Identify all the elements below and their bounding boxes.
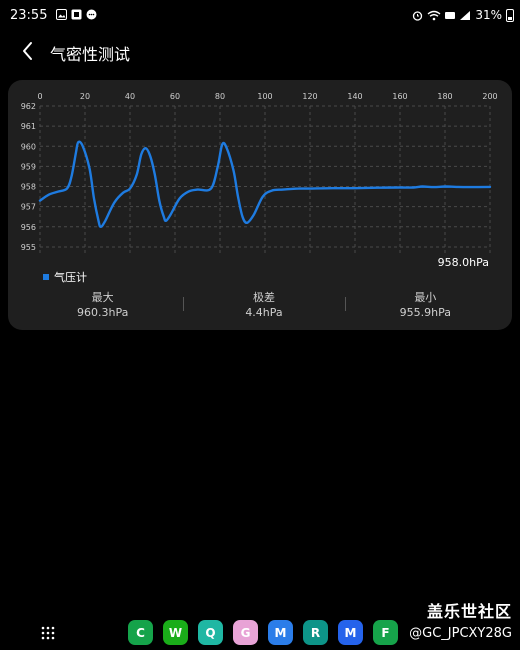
- x-tick-label: 140: [347, 92, 362, 101]
- game-app-icon[interactable]: G: [233, 620, 258, 645]
- status-right: 31%: [412, 8, 514, 22]
- stat-max: 最大 960.3hPa: [22, 290, 183, 324]
- header: 气密性测试: [0, 36, 520, 66]
- x-tick-label: 180: [437, 92, 452, 101]
- y-tick-label: 955: [21, 243, 36, 252]
- stat-min-value: 955.9hPa: [399, 306, 451, 319]
- status-time: 23:55: [10, 8, 48, 23]
- chevron-left-icon: [23, 42, 32, 60]
- legend-swatch: [43, 274, 49, 280]
- apps-grid-icon[interactable]: [41, 626, 55, 640]
- x-tick-label: 120: [302, 92, 317, 101]
- y-tick-label: 957: [21, 203, 36, 212]
- stat-min: 最小 955.9hPa: [344, 290, 506, 324]
- x-tick-label: 100: [257, 92, 272, 101]
- page-title: 气密性测试: [50, 45, 131, 64]
- stat-min-label: 最小: [414, 291, 437, 304]
- watermark-title: 盖乐世社区: [426, 602, 512, 621]
- back-button[interactable]: [16, 38, 40, 64]
- stat-range: 极差 4.4hPa: [183, 290, 344, 324]
- y-tick-label: 958: [21, 183, 36, 192]
- meitu-app-icon[interactable]: M: [338, 620, 363, 645]
- signal-icon: [460, 10, 471, 20]
- status-bar: 23:55 31%: [0, 0, 520, 30]
- barometer-card: 0 20 40 60 80 100 120 140 160 180 200 955 956 957 958…: [8, 80, 512, 330]
- stat-range-label: 极差: [252, 291, 275, 304]
- x-tick-label: 0: [37, 92, 42, 101]
- stat-max-label: 最大: [91, 291, 114, 304]
- legend-label: 气压计: [54, 271, 87, 284]
- y-tick-label: 960: [21, 142, 36, 151]
- messages-app-icon[interactable]: M: [268, 620, 293, 645]
- status-left-icons: [56, 9, 97, 20]
- chat-bubble-icon: [86, 9, 97, 20]
- x-tick-label: 20: [80, 92, 90, 101]
- pressure-series-line: [38, 140, 492, 228]
- stats-row: 最大 960.3hPa 极差 4.4hPa 最小 955.9hPa: [22, 290, 506, 324]
- y-tick-label: 962: [21, 102, 36, 111]
- assistant-app-icon[interactable]: Q: [198, 620, 223, 645]
- watermark-user: @GC_JPCXY28G: [409, 626, 512, 641]
- files-app-icon[interactable]: F: [373, 620, 398, 645]
- x-tick-label: 160: [392, 92, 407, 101]
- x-tick-label: 60: [170, 92, 180, 101]
- wechat-app-icon[interactable]: W: [163, 620, 188, 645]
- y-tick-label: 961: [21, 122, 36, 131]
- chart-legend: 气压计: [43, 269, 87, 285]
- notification-icon: [71, 9, 82, 20]
- x-tick-label: 40: [125, 92, 135, 101]
- rocket-app-icon[interactable]: R: [303, 620, 328, 645]
- stat-range-value: 4.4hPa: [245, 306, 283, 319]
- y-tick-label: 956: [21, 223, 36, 232]
- watermark: 盖乐世社区 @GC_JPCXY28G: [409, 598, 512, 641]
- phone-app-icon[interactable]: C: [128, 620, 153, 645]
- stat-max-value: 960.3hPa: [76, 306, 129, 319]
- x-tick-label: 200: [482, 92, 497, 101]
- battery-percent: 31%: [475, 8, 502, 22]
- image-icon: [56, 9, 67, 20]
- x-tick-label: 80: [215, 92, 225, 101]
- hd-icon: [445, 11, 456, 19]
- wifi-icon: [427, 10, 441, 20]
- battery-icon: [506, 8, 514, 22]
- pressure-line-chart: 0 20 40 60 80 100 120 140 160 180 200 955 956 957 958…: [21, 92, 498, 269]
- alarm-icon: [413, 10, 423, 21]
- current-value-label: 958.0hPa: [438, 256, 489, 269]
- y-tick-label: 959: [21, 162, 36, 171]
